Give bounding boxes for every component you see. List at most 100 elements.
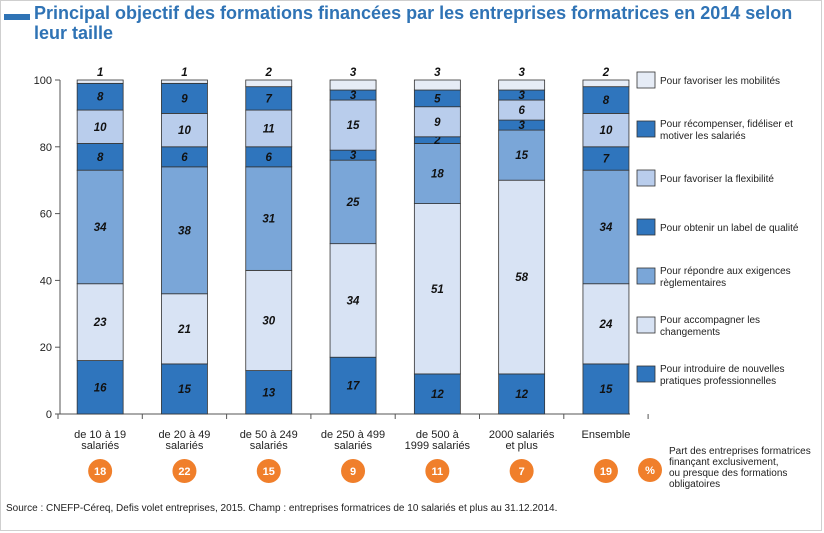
- data-label: 3: [350, 67, 357, 79]
- data-label: 3: [350, 90, 357, 102]
- data-label: 31: [262, 214, 275, 226]
- legend-swatch: [636, 71, 656, 89]
- bar-segment: [329, 99, 377, 151]
- bar-segment: [329, 79, 377, 91]
- x-tick-label: de 250 à 499: [321, 429, 385, 441]
- x-tick-label: salariés: [334, 440, 372, 452]
- data-label: 3: [350, 150, 357, 162]
- bar-segment: [161, 113, 208, 148]
- bar-segment: [413, 79, 461, 91]
- data-label: 15: [347, 120, 360, 132]
- data-label: 15: [178, 384, 191, 396]
- data-label: 2: [265, 67, 273, 79]
- legend-label: pratiques professionnelles: [660, 376, 776, 387]
- data-label: 6: [266, 152, 273, 164]
- bar-segment: [76, 79, 124, 84]
- legend-swatch: [636, 267, 656, 285]
- bar-segment: [161, 79, 208, 84]
- data-label: 15: [600, 384, 613, 396]
- data-label: 8: [603, 95, 610, 107]
- data-label: 1: [181, 67, 187, 79]
- bar-segment: [76, 109, 124, 144]
- bar-segment: [245, 79, 293, 88]
- x-tick-label: de 10 à 19: [74, 429, 126, 441]
- title-accent-bar: [4, 14, 30, 20]
- data-label: 23: [93, 317, 107, 329]
- badge-circle: [172, 459, 197, 483]
- badge-circle: [256, 459, 281, 483]
- data-label: 34: [600, 222, 613, 234]
- bar-segment: [329, 159, 377, 245]
- data-label: 38: [178, 225, 191, 237]
- legend-label: changements: [660, 327, 720, 338]
- badge-value: 7: [519, 466, 525, 478]
- y-tick-label: 40: [40, 275, 52, 287]
- legend-label: Pour favoriser les mobilités: [660, 76, 780, 87]
- legend: Pour favoriser les mobilités Pour récompe…: [636, 71, 811, 490]
- bar-segment: [329, 356, 377, 415]
- legend-label: Pour introduire de nouvelles: [660, 364, 785, 375]
- x-tick-label: Ensemble: [581, 429, 630, 441]
- legend-label: règlementaires: [660, 278, 726, 289]
- data-label: 3: [518, 120, 525, 132]
- legend-swatch: [636, 218, 656, 236]
- data-label: 3: [518, 67, 525, 79]
- bar-segment: [413, 143, 461, 204]
- badge-circle: [425, 459, 450, 483]
- x-tick-label: salariés: [250, 440, 288, 452]
- data-label: 1: [97, 67, 103, 79]
- bar-segment: [329, 243, 377, 358]
- badge-note-line: ou presque des formations: [669, 468, 787, 479]
- data-label: 9: [434, 117, 441, 129]
- bar-segment: [498, 373, 546, 415]
- legend-label: motiver les salariés: [660, 131, 746, 142]
- legend-swatch: [636, 120, 656, 138]
- data-label: 5: [434, 93, 441, 105]
- data-label: 10: [94, 122, 107, 134]
- data-label: 16: [94, 382, 107, 394]
- data-label: 7: [603, 153, 610, 165]
- x-tick-label: salariés: [81, 440, 119, 452]
- legend-label: Pour favoriser la flexibilité: [660, 174, 774, 185]
- bar-segment: [582, 79, 630, 88]
- bar-segment: [161, 363, 208, 415]
- legend-label: Pour répondre aux exigences: [660, 266, 791, 277]
- data-label: 12: [515, 389, 528, 401]
- bar-segment: [413, 106, 461, 138]
- data-label: 15: [515, 150, 528, 162]
- data-label: 58: [515, 272, 528, 284]
- y-tick-label: 60: [40, 209, 52, 221]
- x-tick-label: et plus: [505, 440, 538, 452]
- legend-swatch: [636, 169, 656, 187]
- bar-segment: [582, 169, 630, 285]
- bar-segment: [76, 169, 124, 285]
- data-label: 10: [600, 125, 613, 137]
- x-tick-label: 1999 salariés: [405, 440, 471, 452]
- source-note: Source : CNEFP-Céreq, Defis volet entrep…: [6, 503, 558, 514]
- data-label: 3: [518, 90, 525, 102]
- data-label: 10: [178, 125, 191, 137]
- data-label: 21: [177, 324, 191, 336]
- data-label: 3: [434, 67, 441, 79]
- chart-title: Principal objectif des formations financ…: [34, 3, 793, 43]
- data-label: 34: [347, 295, 360, 307]
- bars: 1623348108115213861091133031611721734253…: [76, 67, 630, 415]
- badge-value: 22: [178, 466, 190, 478]
- badge-value: 11: [432, 466, 444, 478]
- data-label: 18: [431, 169, 444, 181]
- x-tick-label: de 500 à: [416, 429, 460, 441]
- data-label: 34: [94, 222, 107, 234]
- legend-swatch: [636, 316, 656, 334]
- bar-segment: [76, 143, 124, 171]
- bar-segment: [161, 82, 208, 114]
- data-label: 11: [263, 123, 275, 135]
- legend-label: Pour récompenser, fidéliser et: [660, 119, 793, 130]
- data-label: 17: [347, 381, 360, 393]
- y-tick-label: 0: [46, 409, 52, 421]
- bar-segment: [161, 293, 208, 365]
- data-label: 6: [518, 105, 525, 117]
- y-tick-label: 100: [34, 75, 52, 87]
- bar-segment: [498, 129, 546, 181]
- x-tick-label: de 50 à 249: [240, 429, 298, 441]
